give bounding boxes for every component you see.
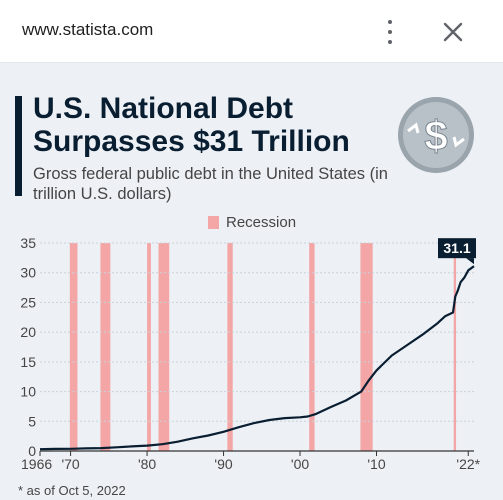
y-tick-label: 35 <box>20 235 36 251</box>
recession-band <box>360 243 373 451</box>
chart-footnote: * as of Oct 5, 2022 <box>18 483 126 498</box>
browser-top-bar: www.statista.com <box>0 0 503 63</box>
x-tick-label: '00 <box>291 456 309 472</box>
y-tick-label: 10 <box>20 384 36 400</box>
annotation-box <box>438 238 476 259</box>
legend-recession-swatch <box>208 216 219 229</box>
url-text[interactable]: www.statista.com <box>22 20 154 39</box>
y-tick-label: 5 <box>28 413 36 429</box>
y-tick-label: 0 <box>28 443 36 459</box>
x-tick-label: '90 <box>214 456 232 472</box>
close-icon[interactable] <box>441 20 465 44</box>
svg-text:$: $ <box>424 112 447 159</box>
chart-legend: Recession <box>208 214 296 231</box>
recession-band <box>227 243 233 451</box>
chart-subtitle: Gross federal public debt in the United … <box>33 165 388 203</box>
recession-band <box>147 243 151 451</box>
kebab-menu-icon[interactable] <box>383 20 397 44</box>
y-tick-label: 15 <box>20 354 36 370</box>
series-line-gross-federal-debt <box>39 265 475 451</box>
recession-band <box>100 243 111 451</box>
x-tick-label: '22* <box>456 456 480 472</box>
recession-band <box>453 243 457 451</box>
recession-band <box>309 243 315 451</box>
chart-title: U.S. National Debt Surpasses $31 Trillio… <box>33 92 350 158</box>
y-tick-label: 30 <box>20 265 36 281</box>
x-tick-label: '70 <box>61 456 79 472</box>
x-tick-label: '10 <box>367 456 385 472</box>
x-tick-label: 1966 <box>21 456 52 472</box>
annotation-label: 31.1 <box>443 240 470 256</box>
recession-band <box>158 243 170 451</box>
recession-band <box>69 243 78 451</box>
debt-line-chart: 0 5 10 15 20 25 30 35 1966 '70 '80 '90 '00 '10 '22* 31.… <box>20 235 480 472</box>
annotation-pointer <box>466 258 474 265</box>
y-tick-label: 20 <box>20 324 36 340</box>
y-tick-label: 25 <box>20 294 36 310</box>
title-accent-bar <box>15 96 22 196</box>
dollar-spiral-icon: $ <box>398 97 474 173</box>
legend-recession-label: Recession <box>226 214 297 231</box>
x-tick-label: '80 <box>138 456 156 472</box>
